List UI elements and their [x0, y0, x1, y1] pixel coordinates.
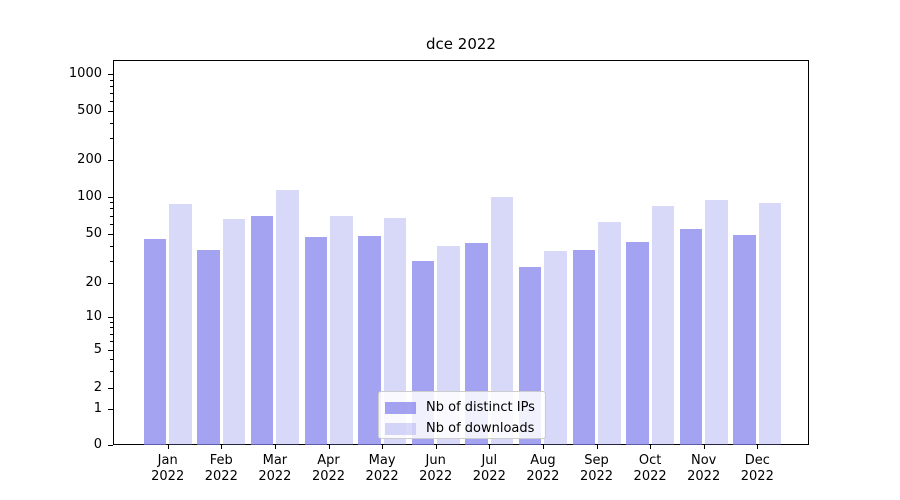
bar-nb-of-distinct-ips-apr-2022 [304, 236, 327, 445]
bar-nb-of-distinct-ips-may-2022 [358, 235, 381, 445]
bar-nb-of-downloads-sep-2022 [598, 222, 621, 445]
x-tick-label-may-2022: May 2022 [365, 453, 399, 484]
bar-nb-of-downloads-dec-2022 [758, 203, 782, 445]
x-tick-mark-oct-2022 [650, 445, 652, 449]
y-minor-tick-400 [110, 122, 113, 124]
x-tick-label-apr-2022: Apr 2022 [311, 453, 346, 484]
y-tick-mark-1 [108, 409, 113, 410]
bar-nb-of-downloads-mar-2022 [276, 190, 299, 445]
y-minor-tick-500 [110, 111, 113, 112]
y-minor-tick-900 [110, 79, 113, 81]
x-tick-mark-apr-2022 [328, 445, 330, 449]
y-minor-tick-200 [110, 160, 113, 161]
bar-nb-of-downloads-feb-2022 [222, 218, 246, 445]
y-minor-tick-800 [110, 85, 113, 87]
bar-nb-of-distinct-ips-oct-2022 [626, 241, 649, 445]
legend-swatch-downloads-icon [385, 422, 416, 435]
x-tick-mark-dec-2022 [757, 445, 759, 449]
bar-nb-of-distinct-ips-jan-2022 [143, 239, 167, 445]
x-tick-label-nov-2022: Nov 2022 [687, 453, 721, 484]
legend-item-distinct-ips: Nb of distinct IPs [385, 397, 545, 418]
bar-nb-of-downloads-aug-2022 [544, 251, 567, 445]
y-tick-mark-0 [108, 445, 113, 446]
x-tick-mark-sep-2022 [596, 445, 598, 449]
y-minor-tick-60 [110, 223, 113, 225]
x-tick-mark-jul-2022 [489, 445, 491, 449]
x-tick-label-jun-2022: Jun 2022 [419, 453, 453, 484]
y-tick-label-0: 0 [93, 437, 102, 452]
legend: Nb of distinct IPs Nb of downloads [378, 391, 546, 439]
y-minor-tick-600 [110, 101, 113, 103]
x-tick-label-dec-2022: Dec 2022 [740, 453, 774, 484]
bar-nb-of-distinct-ips-mar-2022 [250, 216, 274, 445]
x-tick-mark-jan-2022 [167, 445, 169, 449]
y-tick-label-10: 10 [85, 308, 102, 324]
y-tick-mark-10 [108, 316, 113, 318]
x-tick-mark-jun-2022 [435, 445, 437, 449]
y-minor-tick-20 [110, 283, 113, 284]
y-minor-tick-30 [110, 261, 113, 263]
y-tick-label-5: 5 [93, 341, 102, 357]
y-minor-tick-80 [110, 208, 113, 210]
x-tick-mark-may-2022 [382, 445, 384, 449]
x-tick-label-aug-2022: Aug 2022 [526, 453, 560, 484]
y-minor-tick-5 [110, 349, 113, 351]
y-minor-tick-9 [110, 321, 113, 323]
legend-label-downloads: Nb of downloads [426, 421, 535, 436]
y-minor-tick-6 [110, 340, 113, 342]
bar-nb-of-downloads-apr-2022 [330, 215, 353, 445]
y-minor-tick-70 [110, 215, 113, 217]
y-tick-label-2: 2 [93, 380, 102, 395]
y-minor-tick-4 [110, 358, 113, 360]
y-tick-label-200: 200 [77, 152, 102, 167]
bar-nb-of-distinct-ips-sep-2022 [572, 249, 595, 445]
x-tick-mark-feb-2022 [221, 445, 223, 449]
x-tick-label-sep-2022: Sep 2022 [579, 453, 614, 484]
y-minor-tick-8 [110, 327, 113, 329]
y-tick-label-50: 50 [85, 225, 102, 241]
y-tick-label-20: 20 [85, 275, 102, 290]
y-minor-tick-40 [110, 245, 113, 247]
y-tick-label-1: 1 [93, 401, 102, 416]
y-minor-tick-3 [110, 370, 113, 372]
chart-title: dce 2022 [426, 35, 496, 53]
x-tick-mark-nov-2022 [703, 445, 705, 449]
bar-nb-of-downloads-jul-2022 [490, 196, 514, 445]
y-minor-tick-90 [110, 202, 113, 204]
x-tick-label-mar-2022: Mar 2022 [258, 453, 292, 484]
bar-nb-of-downloads-may-2022 [383, 217, 407, 445]
y-minor-tick-700 [110, 93, 113, 95]
bar-nb-of-distinct-ips-feb-2022 [197, 249, 220, 445]
x-tick-label-oct-2022: Oct 2022 [633, 453, 667, 484]
legend-label-distinct-ips: Nb of distinct IPs [426, 400, 535, 415]
bar-nb-of-distinct-ips-dec-2022 [733, 234, 756, 445]
legend-swatch-distinct-ips-icon [385, 401, 416, 414]
legend-item-downloads: Nb of downloads [385, 418, 545, 439]
x-tick-mark-aug-2022 [542, 445, 544, 449]
y-tick-label-1000: 1000 [68, 66, 102, 81]
y-tick-mark-100 [108, 196, 113, 198]
y-tick-label-500: 500 [77, 103, 102, 118]
y-minor-tick-2 [110, 388, 113, 389]
x-tick-label-feb-2022: Feb 2022 [204, 453, 238, 484]
x-tick-mark-mar-2022 [274, 445, 276, 449]
x-tick-label-jul-2022: Jul 2022 [472, 453, 506, 484]
bar-nb-of-downloads-oct-2022 [651, 206, 675, 445]
bar-nb-of-distinct-ips-nov-2022 [679, 229, 703, 445]
y-tick-mark-1000 [108, 74, 113, 75]
bar-nb-of-downloads-jan-2022 [169, 203, 192, 445]
y-minor-tick-50 [110, 233, 113, 235]
y-tick-label-100: 100 [77, 188, 102, 204]
bar-nb-of-downloads-nov-2022 [705, 200, 728, 445]
y-minor-tick-300 [110, 138, 113, 140]
x-tick-label-jan-2022: Jan 2022 [151, 453, 185, 484]
y-minor-tick-7 [110, 333, 113, 335]
